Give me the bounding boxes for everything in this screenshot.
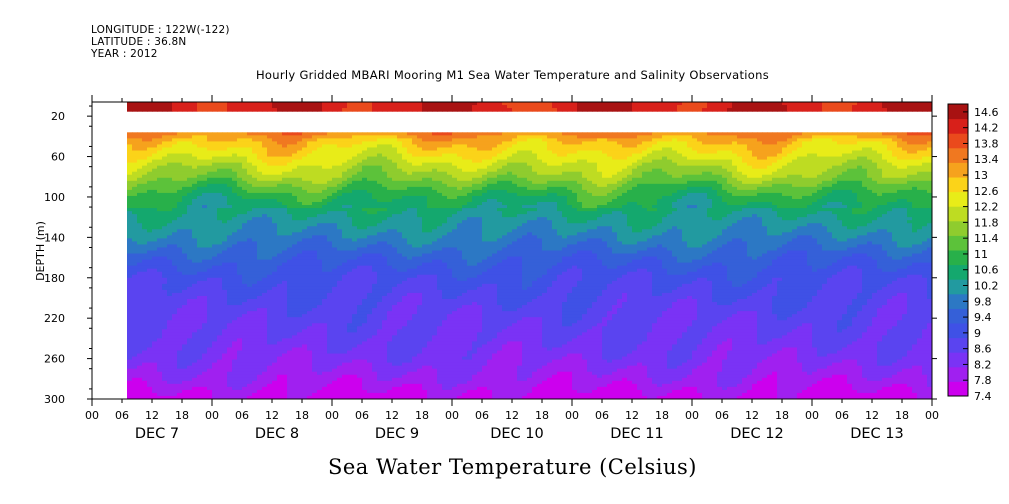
temperature-cell	[172, 108, 178, 112]
temperature-cell	[367, 108, 373, 112]
temperature-cell	[222, 108, 228, 112]
temperature-cell	[247, 108, 253, 112]
temperature-cell	[362, 108, 368, 112]
temperature-cell	[207, 108, 213, 112]
temperature-cell	[347, 108, 353, 112]
temperature-cell	[147, 108, 153, 112]
temperature-cell	[142, 108, 148, 112]
temperature-cell	[252, 108, 258, 112]
temperature-cell	[292, 108, 298, 112]
temperature-cell	[387, 108, 393, 112]
temperature-cell	[232, 108, 238, 112]
temperature-cell	[302, 108, 308, 112]
temperature-cell	[217, 108, 223, 112]
temperature-cell	[182, 108, 188, 112]
temperature-cell	[187, 108, 193, 112]
temperature-cell	[287, 108, 293, 112]
temperature-cell	[192, 108, 198, 112]
temperature-cell	[272, 108, 278, 112]
temperature-cell	[167, 108, 173, 112]
temperature-cell	[237, 108, 243, 112]
temperature-cell	[377, 108, 383, 112]
temperature-cell	[162, 108, 168, 112]
temperature-cell	[352, 108, 358, 112]
temperature-cell	[337, 108, 343, 112]
temperature-cell	[257, 108, 263, 112]
temperature-cell	[137, 108, 143, 112]
temperature-cell	[152, 108, 158, 112]
temperature-cell	[282, 108, 288, 112]
temperature-cell	[277, 108, 283, 112]
temperature-cell	[317, 108, 323, 112]
temperature-cell	[127, 108, 133, 112]
temperature-cell	[307, 108, 313, 112]
temperature-cell	[312, 108, 318, 112]
temperature-cell	[297, 108, 303, 112]
temperature-cell	[357, 108, 363, 112]
temperature-cell	[177, 108, 183, 112]
temperature-cell	[332, 108, 338, 112]
temperature-cell	[132, 108, 138, 112]
temperature-cell	[397, 108, 403, 112]
temperature-cell	[262, 108, 268, 112]
temperature-cell	[267, 108, 273, 112]
temperature-cell	[382, 108, 388, 112]
temperature-cell	[157, 108, 163, 112]
temperature-cell	[327, 108, 333, 112]
temperature-cell	[342, 108, 348, 112]
temperature-cell	[197, 108, 203, 112]
temperature-cell	[372, 108, 378, 112]
temperature-cell	[392, 108, 398, 112]
temperature-cell	[242, 108, 248, 112]
temperature-cell	[212, 108, 218, 112]
temperature-cell	[202, 108, 208, 112]
temperature-cell	[227, 108, 233, 112]
temperature-field	[127, 102, 933, 400]
temperature-cell	[322, 108, 328, 112]
